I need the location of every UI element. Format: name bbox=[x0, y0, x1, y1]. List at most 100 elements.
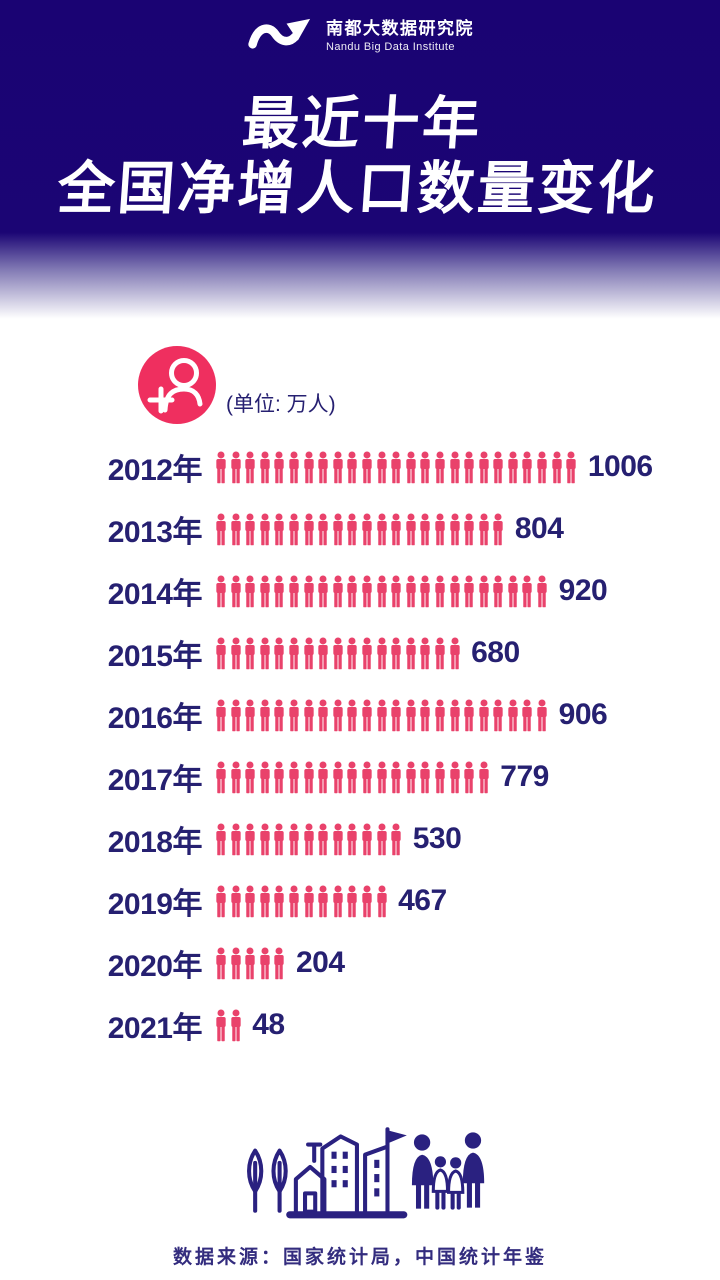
person-icon bbox=[493, 698, 503, 731]
person-icon bbox=[435, 636, 445, 669]
chart-row: 2021年 48 bbox=[0, 994, 720, 1056]
person-icon bbox=[230, 760, 241, 793]
year-label: 2017年 bbox=[107, 764, 203, 797]
person-icon bbox=[245, 822, 255, 855]
year-label: 2014年 bbox=[107, 578, 203, 611]
person-icon bbox=[493, 450, 503, 483]
person-icon bbox=[376, 574, 387, 607]
person-icon bbox=[245, 574, 255, 607]
icon-strip bbox=[214, 1008, 243, 1042]
chart-row: 2018年 bbox=[0, 808, 720, 870]
person-icon bbox=[245, 884, 255, 917]
person-icon bbox=[333, 574, 343, 607]
person-icon bbox=[230, 884, 241, 917]
person-icon bbox=[449, 574, 460, 607]
person-icon bbox=[318, 512, 328, 545]
person-icon bbox=[245, 760, 255, 793]
person-icon bbox=[245, 698, 255, 731]
person-icon bbox=[289, 884, 299, 917]
person-icon bbox=[435, 760, 445, 793]
person-icon bbox=[347, 884, 358, 917]
title-line2: 全国净增人口数量变化 bbox=[55, 156, 661, 221]
icon-strip bbox=[214, 574, 550, 608]
person-icon bbox=[216, 884, 226, 917]
person-icon bbox=[245, 512, 255, 545]
person-icon bbox=[303, 822, 314, 855]
icon-strip bbox=[214, 636, 462, 670]
person-icon bbox=[449, 512, 460, 545]
person-icon bbox=[289, 450, 299, 483]
person-icon bbox=[347, 822, 358, 855]
person-icon bbox=[420, 512, 430, 545]
value-label: 906 bbox=[558, 698, 608, 731]
city-trees-family-illustration-icon bbox=[0, 1114, 720, 1228]
person-icon bbox=[479, 574, 489, 607]
year-label: 2019年 bbox=[107, 888, 203, 921]
person-icon bbox=[289, 636, 299, 669]
nandu-wave-logo-icon bbox=[246, 12, 312, 54]
person-icon bbox=[406, 450, 416, 483]
person-icon bbox=[274, 822, 285, 855]
icon-strip bbox=[214, 698, 550, 732]
value-label: 48 bbox=[252, 1008, 285, 1041]
person-icon bbox=[303, 512, 314, 545]
person-icon bbox=[522, 450, 533, 483]
person-icon bbox=[274, 884, 285, 917]
year-label: 2016年 bbox=[107, 702, 203, 735]
person-icon bbox=[216, 822, 226, 855]
person-icon bbox=[347, 512, 358, 545]
person-add-badge-icon bbox=[138, 346, 216, 424]
person-icon bbox=[216, 946, 226, 979]
person-icon bbox=[303, 884, 314, 917]
person-icon bbox=[260, 574, 270, 607]
chart-row: 2017年 bbox=[0, 746, 720, 808]
person-icon bbox=[230, 946, 241, 979]
person-icon bbox=[362, 574, 372, 607]
person-icon bbox=[230, 636, 241, 669]
year-label: 2012年 bbox=[107, 454, 203, 487]
person-icon bbox=[435, 512, 445, 545]
person-icon bbox=[406, 698, 416, 731]
person-icon bbox=[391, 636, 401, 669]
person-icon bbox=[260, 450, 270, 483]
person-icon bbox=[464, 574, 474, 607]
person-icon bbox=[260, 884, 270, 917]
person-icon bbox=[274, 946, 285, 979]
chart-row: 2019年 bbox=[0, 870, 720, 932]
chart-area: (单位: 万人) 2012年 bbox=[0, 346, 720, 1056]
person-icon bbox=[347, 698, 358, 731]
value-label: 204 bbox=[295, 946, 345, 979]
person-icon bbox=[464, 512, 474, 545]
footer: 数据来源：国家统计局，中国统计年鉴 bbox=[0, 1114, 720, 1269]
person-icon bbox=[420, 450, 430, 483]
person-icon bbox=[333, 698, 343, 731]
person-icon bbox=[274, 574, 285, 607]
person-icon bbox=[362, 760, 372, 793]
person-icon bbox=[333, 822, 343, 855]
value-label: 530 bbox=[412, 822, 462, 855]
page-title: 最近十年 全国净增人口数量变化 bbox=[0, 92, 720, 222]
person-icon bbox=[508, 450, 518, 483]
person-icon bbox=[216, 512, 226, 545]
person-icon bbox=[230, 698, 241, 731]
person-icon bbox=[230, 450, 241, 483]
person-icon bbox=[303, 450, 314, 483]
person-icon bbox=[391, 822, 401, 855]
unit-row: (单位: 万人) bbox=[0, 346, 720, 424]
person-icon bbox=[537, 574, 547, 607]
chart-row: 2015年 bbox=[0, 622, 720, 684]
person-icon bbox=[376, 698, 387, 731]
logo-text: 南都大数据研究院 Nandu Big Data Institute bbox=[326, 14, 474, 53]
year-label: 2020年 bbox=[107, 950, 203, 983]
year-label: 2013年 bbox=[107, 516, 203, 549]
person-icon bbox=[449, 760, 460, 793]
person-icon bbox=[260, 698, 270, 731]
person-icon bbox=[391, 574, 401, 607]
person-icon bbox=[493, 512, 503, 545]
chart-row: 2012年 bbox=[0, 436, 720, 498]
person-icon bbox=[289, 512, 299, 545]
person-icon bbox=[274, 760, 285, 793]
person-icon bbox=[303, 760, 314, 793]
person-icon bbox=[245, 450, 255, 483]
